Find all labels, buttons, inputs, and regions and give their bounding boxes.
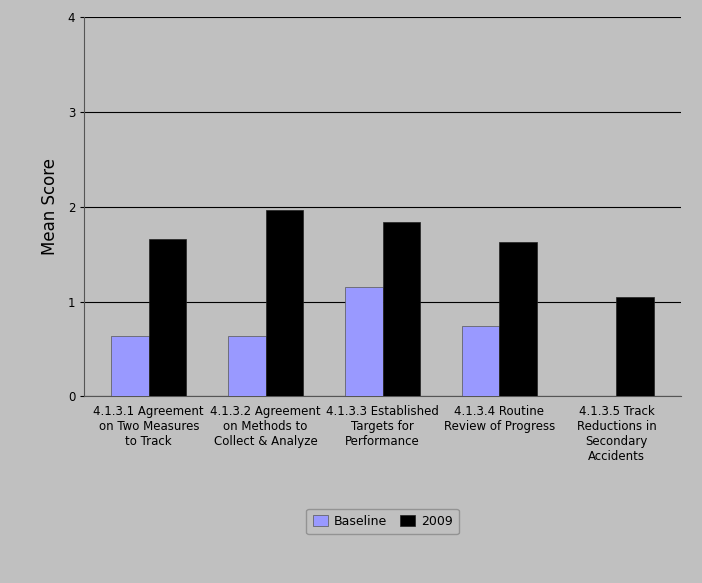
Bar [149, 239, 186, 396]
Bar [462, 326, 500, 396]
Legend: Baseline, 2009: Baseline, 2009 [306, 509, 459, 534]
Bar [228, 336, 265, 396]
Bar [345, 286, 383, 396]
Bar [383, 222, 420, 396]
Bar [500, 242, 537, 396]
Bar [112, 336, 149, 396]
Bar [265, 210, 303, 396]
Bar [616, 297, 654, 396]
Y-axis label: Mean Score: Mean Score [41, 159, 60, 255]
